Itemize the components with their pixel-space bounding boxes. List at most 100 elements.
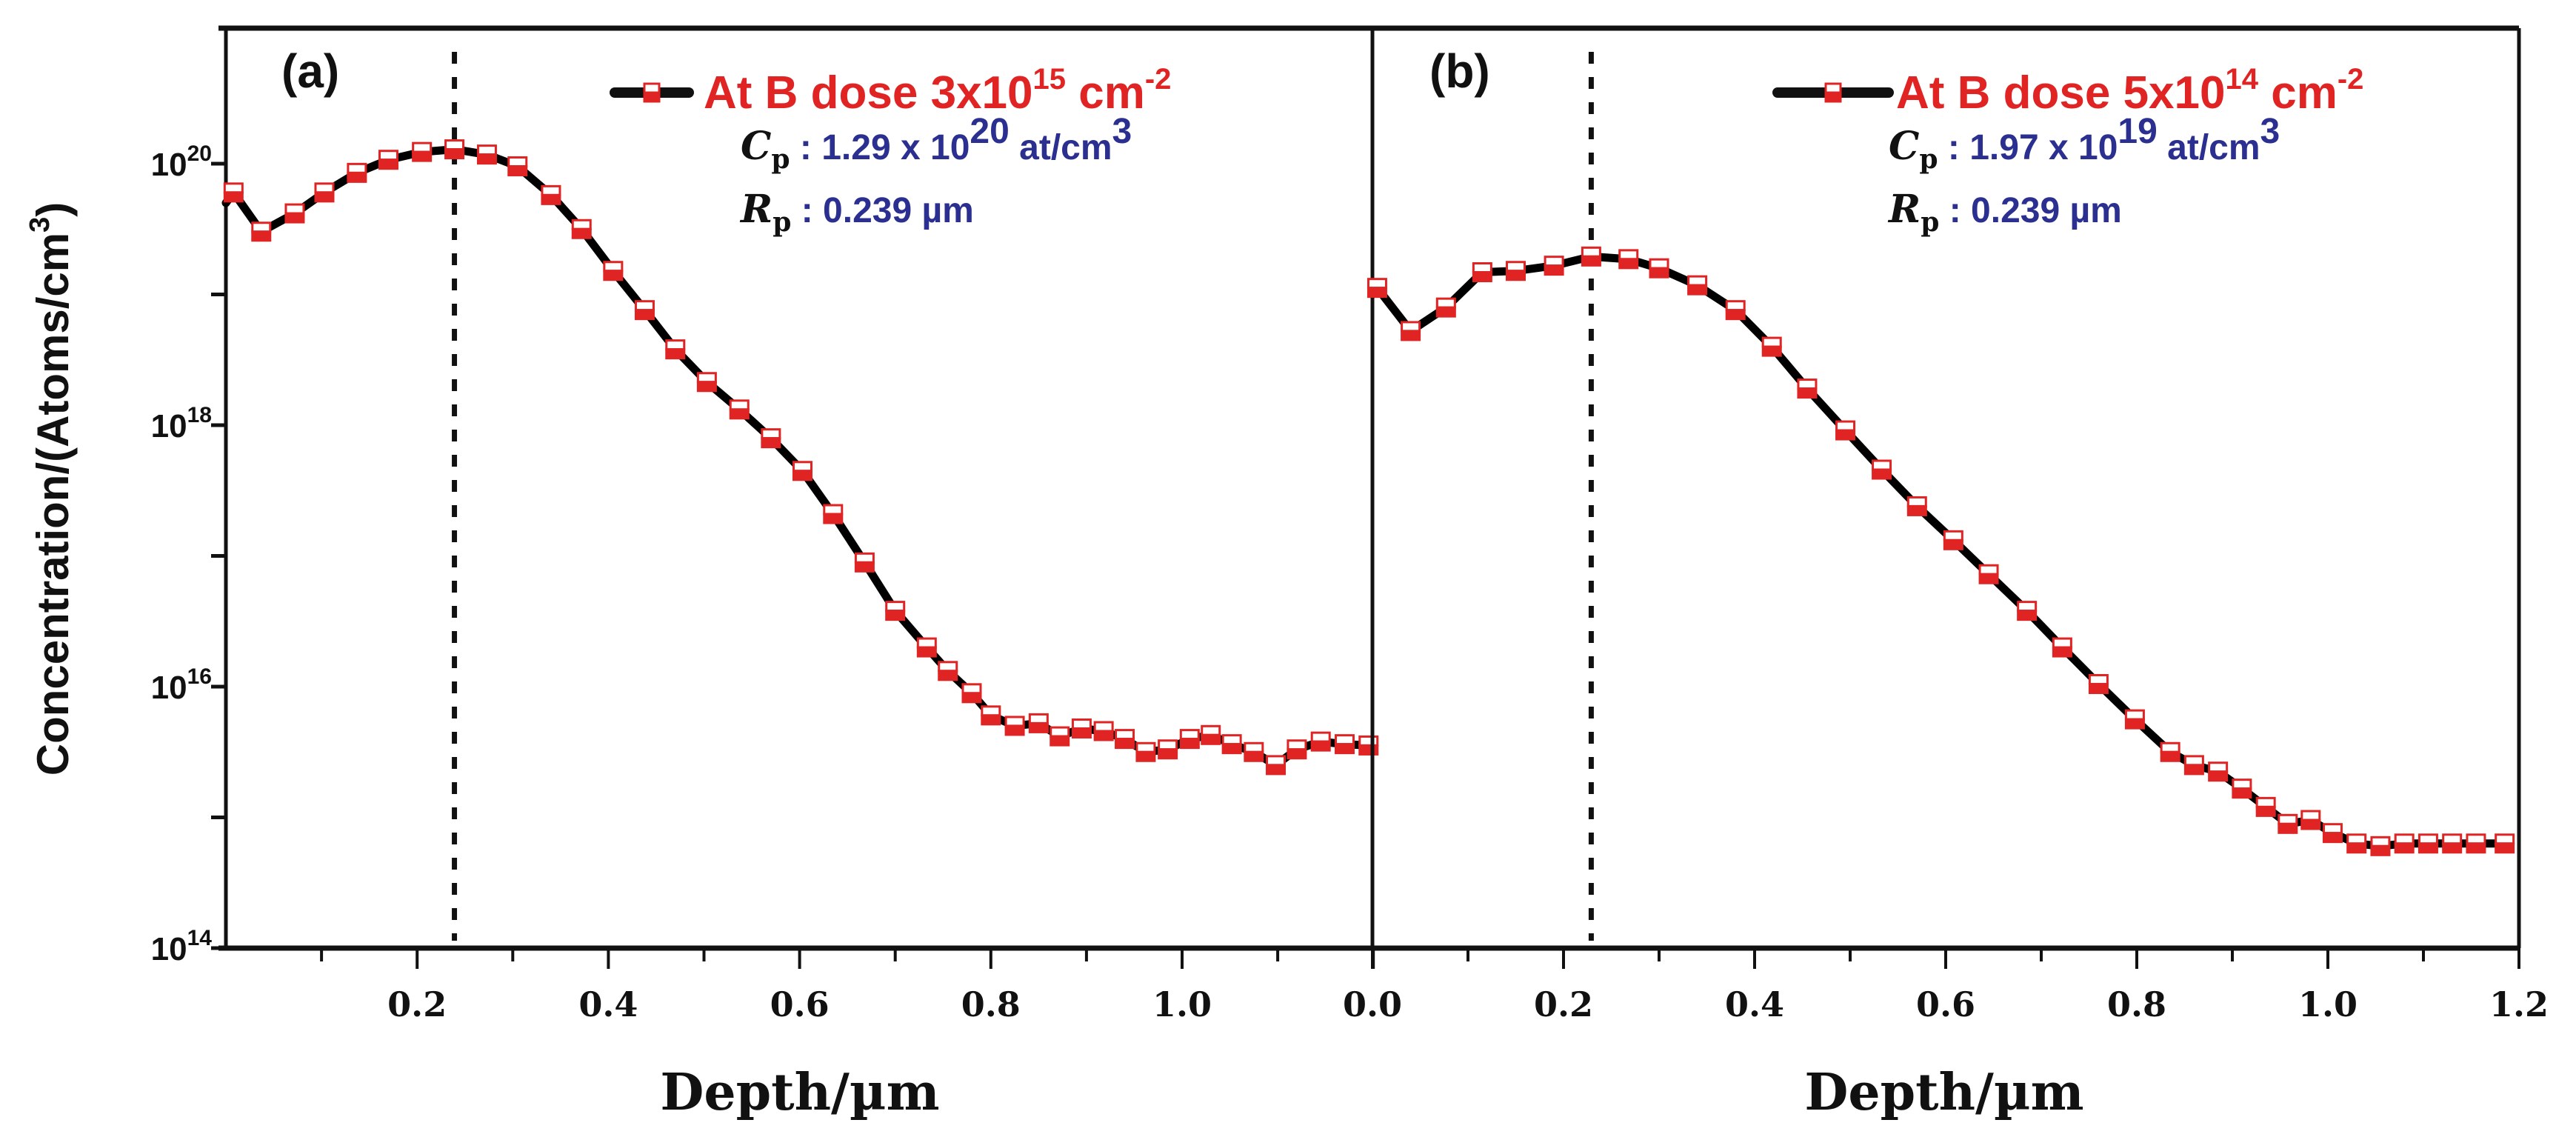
data-point (1310, 731, 1331, 752)
marker-bottom (378, 159, 398, 170)
marker-top (2417, 833, 2438, 845)
legend-text: At B dose 5x10 (1896, 67, 2226, 119)
marker-bottom (2346, 842, 2367, 854)
marker-bottom (1506, 270, 1526, 281)
legend-unit-exp: -2 (1145, 63, 1172, 96)
data-point (541, 184, 561, 205)
marker-top (1649, 258, 1669, 270)
x-tick-label: 0.6 (1916, 984, 1975, 1024)
x-tick-label: 0.4 (1725, 984, 1784, 1024)
marker-top (729, 399, 750, 411)
marker-top (981, 705, 1001, 717)
marker-top (1093, 721, 1114, 733)
rp-sub: p (1921, 207, 1939, 238)
data-point (2394, 833, 2415, 854)
marker-top (961, 683, 982, 695)
marker-bottom (476, 153, 497, 165)
marker-bottom (696, 381, 717, 393)
marker-top (251, 221, 272, 233)
marker-top (665, 339, 686, 351)
marker-top (634, 300, 655, 312)
marker-top (696, 372, 717, 384)
marker-bottom (1135, 750, 1156, 762)
marker-bottom (729, 408, 750, 420)
data-point (2017, 601, 2038, 621)
data-point (1179, 729, 1200, 750)
panel-b: 0.0 0.2 0.4 0.6 0.8 1.0 1.2 (b) At B dose 5x1014… (1343, 25, 2549, 1024)
marker-bottom (1093, 730, 1114, 741)
data-point (792, 461, 812, 481)
legend-marker-bottom (1824, 91, 1842, 103)
marker-bottom (854, 561, 875, 573)
marker-top (1334, 734, 1355, 746)
panel-label: (a) (281, 44, 339, 98)
cp-unit: at/cm (1010, 128, 1112, 167)
y-tick-label: 1020 (151, 141, 212, 183)
marker-bottom (1401, 330, 1421, 341)
data-point (2300, 810, 2321, 830)
marker-top (761, 428, 781, 440)
marker-bottom (2124, 718, 2145, 730)
marker-top (1506, 261, 1526, 273)
marker-top (1135, 741, 1156, 753)
x-tick-label: 0.0 (1343, 984, 1402, 1024)
marker-top (1435, 297, 1456, 309)
x-tick-label: 0.6 (770, 984, 830, 1024)
marker-top (1835, 420, 1856, 432)
legend-unit-exp: -2 (2338, 63, 2364, 96)
marker-bottom (1797, 387, 1818, 399)
data-point (1472, 261, 1492, 282)
marker-bottom (2183, 764, 2204, 776)
data-point (761, 428, 781, 449)
marker-top (1158, 739, 1178, 751)
data-point (2183, 755, 2204, 776)
marker-bottom (885, 610, 906, 621)
marker-top (1004, 716, 1025, 727)
data-point (1244, 741, 1264, 762)
marker-bottom (981, 714, 1001, 726)
data-point (961, 683, 982, 704)
marker-top (2322, 823, 2343, 835)
data-point (2442, 833, 2463, 854)
y-tick-base: 10 (151, 670, 187, 706)
marker-top (1761, 336, 1782, 348)
marker-bottom (2017, 610, 2038, 621)
cp-exp: 20 (970, 112, 1009, 151)
marker-top (2232, 778, 2252, 790)
marker-bottom (2322, 832, 2343, 844)
data-point (284, 203, 305, 224)
data-point (1115, 729, 1135, 750)
data-point (1135, 741, 1156, 762)
data-point (1872, 459, 1892, 480)
marker-top (1244, 741, 1264, 753)
marker-top (1906, 496, 1927, 507)
cp-exp: 19 (2118, 112, 2157, 151)
marker-bottom (1266, 764, 1287, 776)
data-point (314, 182, 335, 203)
marker-top (284, 203, 305, 215)
y-tick-label: 1014 (151, 926, 213, 967)
data-point (1093, 721, 1114, 741)
data-point (729, 399, 750, 420)
x-tick-label: 1.0 (2298, 984, 2358, 1024)
cp-value: : 1.97 x 10 (1938, 128, 2118, 167)
x-tick-label: 0.8 (2107, 984, 2166, 1024)
marker-bottom (634, 309, 655, 321)
data-point (1071, 718, 1092, 738)
marker-bottom (1310, 740, 1331, 752)
marker-top (792, 461, 812, 473)
marker-bottom (665, 348, 686, 360)
marker-top (1472, 261, 1492, 273)
data-point (1334, 734, 1355, 755)
y-tick-label: 1018 (151, 403, 212, 444)
marker-top (378, 150, 398, 161)
data-point (2278, 813, 2298, 834)
data-point (2255, 796, 2276, 817)
marker-top (507, 156, 528, 168)
data-point (981, 705, 1001, 726)
data-point (603, 261, 624, 281)
rp-annotation: Rp : 0.239 µm (739, 187, 974, 238)
marker-bottom (1221, 743, 1242, 755)
x-tick-label: 0.2 (1534, 984, 1593, 1024)
marker-top (1287, 739, 1307, 751)
